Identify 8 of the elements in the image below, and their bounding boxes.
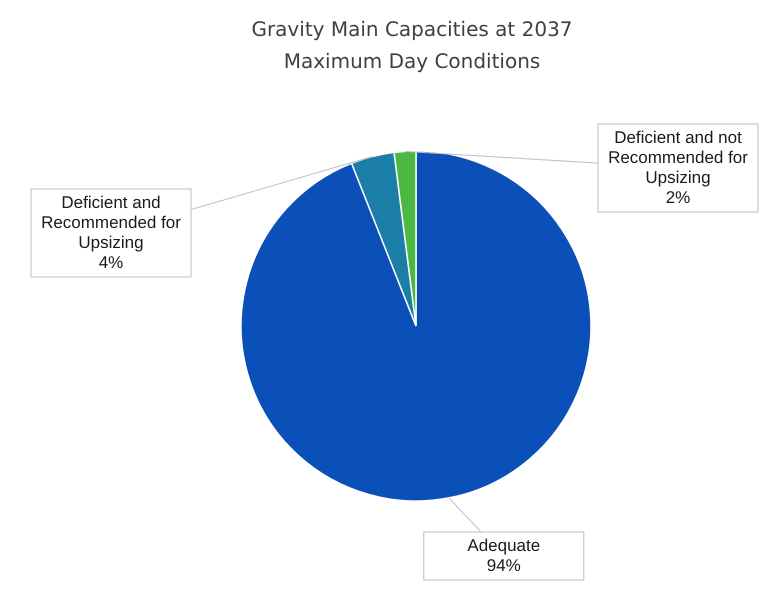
slice-label: Adequate: [467, 536, 540, 555]
chart-title: Gravity Main Capacities at 2037 Maximum Day Conditions: [251, 17, 573, 73]
data-label: 94%: [486, 556, 521, 575]
slice-label: Deficient and not Recommended for Upsizing: [608, 128, 748, 187]
data-label: 4%: [98, 253, 124, 272]
pie-slice: [240, 150, 592, 502]
slice-label: Deficient and Recommended for Upsizing: [41, 193, 182, 252]
data-label: 2%: [666, 188, 690, 207]
